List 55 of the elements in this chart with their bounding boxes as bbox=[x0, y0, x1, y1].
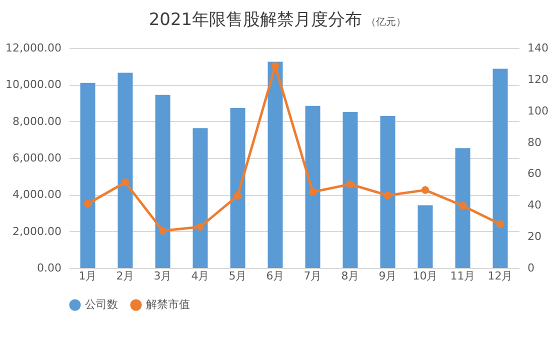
bar bbox=[118, 72, 133, 268]
bar bbox=[455, 148, 470, 268]
y2-tick-label: 60 bbox=[528, 167, 542, 180]
point bbox=[384, 192, 392, 200]
legend-label: 解禁市值 bbox=[146, 298, 190, 311]
point bbox=[234, 192, 242, 200]
y2-tick-label: 100 bbox=[528, 104, 548, 118]
point bbox=[271, 62, 280, 70]
x-tick-label: 6月 bbox=[266, 270, 284, 282]
point bbox=[196, 222, 204, 231]
y-tick-label: 0.00 bbox=[37, 262, 62, 274]
point bbox=[346, 180, 354, 188]
x-tick-label: 4月 bbox=[191, 270, 210, 282]
point bbox=[121, 178, 130, 186]
y2-tick-label: 0 bbox=[528, 262, 534, 274]
y-tick-label: 8,000.00 bbox=[12, 114, 62, 128]
point bbox=[421, 186, 430, 194]
x-tick-label: 5月 bbox=[228, 270, 247, 282]
x-tick-label: 11月 bbox=[450, 270, 476, 282]
legend-label: 公司数 bbox=[85, 298, 118, 311]
chart-subtitle: （亿元） bbox=[366, 17, 406, 28]
x-tick-label: 9月 bbox=[378, 270, 397, 282]
bar bbox=[80, 82, 96, 268]
y2-tick-label: 80 bbox=[528, 136, 542, 149]
point bbox=[308, 188, 317, 196]
y2-tick-label: 20 bbox=[528, 230, 542, 244]
bar bbox=[342, 112, 358, 268]
x-tick-label: 8月 bbox=[341, 270, 360, 282]
x-tick-label: 7月 bbox=[304, 270, 322, 282]
x-tick-label: 12月 bbox=[488, 270, 513, 282]
y-tick-label: 2,000.00 bbox=[12, 224, 62, 238]
bar bbox=[155, 94, 170, 268]
y2-tick-label: 40 bbox=[528, 198, 542, 212]
point bbox=[496, 220, 504, 228]
y-tick-label: 10,000.00 bbox=[6, 78, 62, 92]
chart-title: 2021年限售股解禁月度分布 bbox=[148, 10, 362, 30]
bar bbox=[305, 106, 320, 268]
y-tick-label: 6,000.00 bbox=[12, 152, 62, 164]
bar bbox=[418, 205, 433, 268]
y2-tick-label: 120 bbox=[528, 72, 548, 86]
bar bbox=[492, 68, 508, 268]
y2-tick-label: 140 bbox=[528, 42, 548, 54]
point bbox=[84, 200, 92, 208]
y-tick-label: 12,000.00 bbox=[6, 42, 62, 54]
y-tick-label: 4,000.00 bbox=[12, 188, 62, 202]
x-tick-label: 10月 bbox=[412, 270, 438, 282]
bar bbox=[230, 108, 246, 268]
point bbox=[458, 202, 467, 210]
x-tick-label: 2月 bbox=[116, 270, 134, 282]
point bbox=[158, 226, 167, 235]
bar bbox=[380, 116, 396, 268]
x-tick-label: 3月 bbox=[154, 270, 172, 282]
x-tick-label: 1月 bbox=[78, 270, 97, 282]
bar bbox=[192, 128, 208, 268]
bar bbox=[268, 62, 283, 268]
